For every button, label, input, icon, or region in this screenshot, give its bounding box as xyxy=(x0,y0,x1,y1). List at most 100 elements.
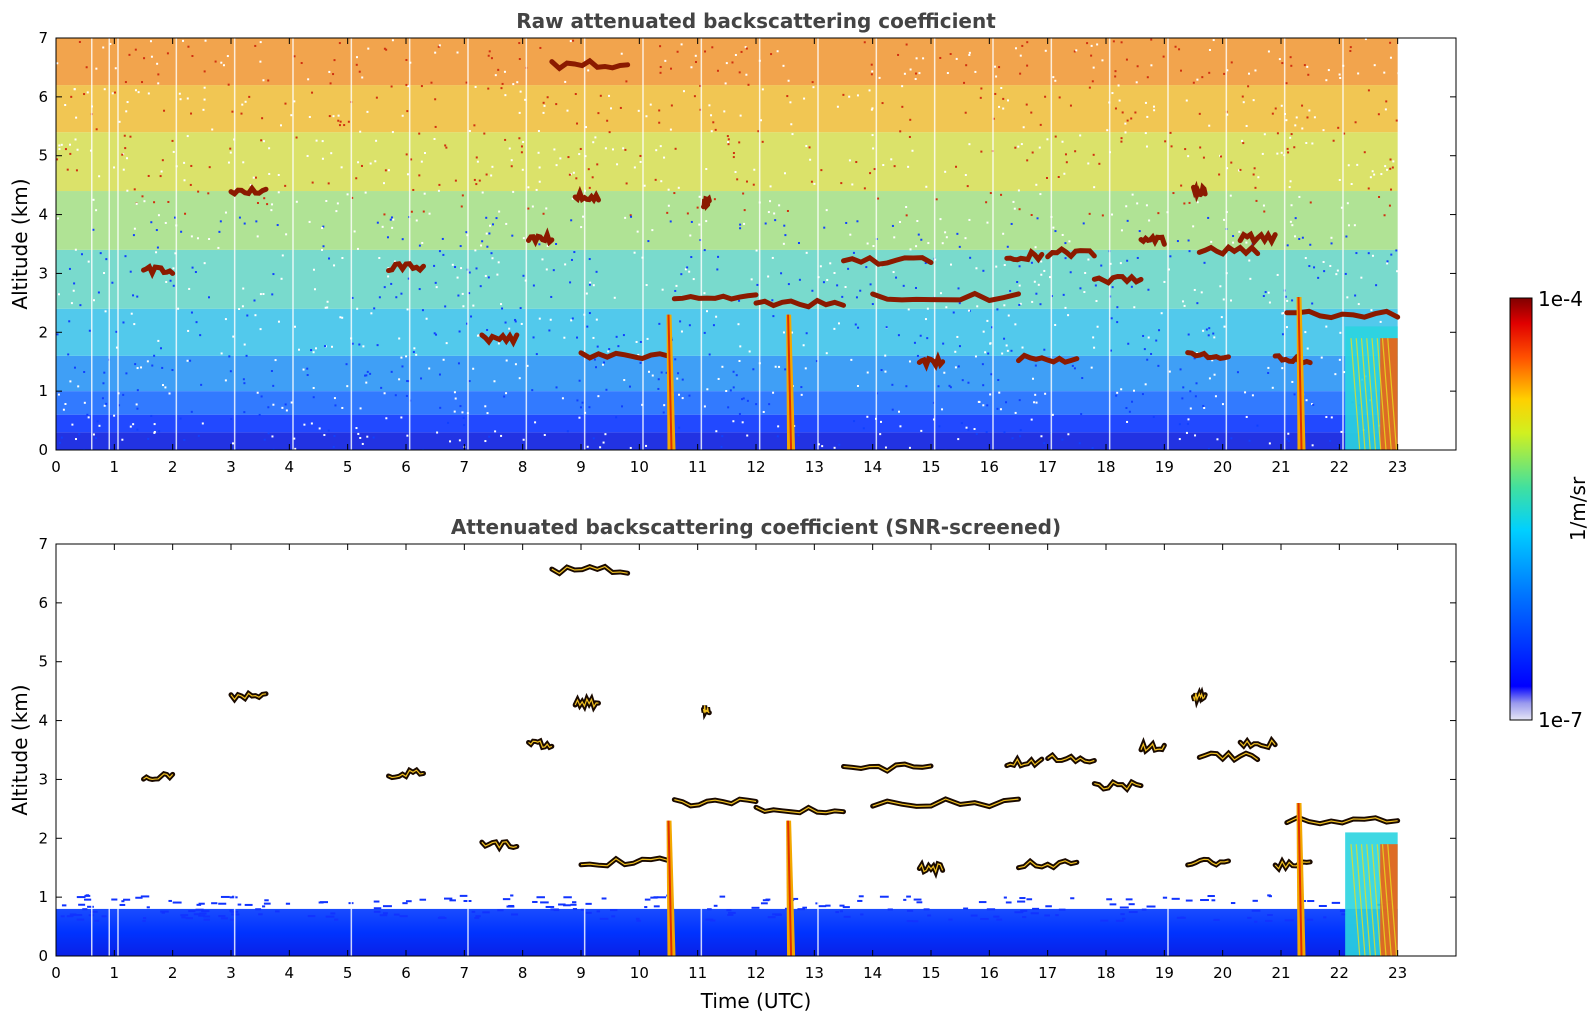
noise-speck xyxy=(406,173,409,176)
noise-speck xyxy=(810,180,813,183)
noise-speck xyxy=(312,386,315,389)
noise-speck xyxy=(926,337,929,340)
noise-speck xyxy=(1286,147,1289,150)
noise-speck xyxy=(1257,176,1260,179)
noise-speck xyxy=(825,352,828,355)
noise-speck xyxy=(1295,116,1298,119)
noise-speck xyxy=(651,374,654,377)
noise-speck xyxy=(693,95,696,98)
noise-speck xyxy=(956,232,959,235)
noise-speck xyxy=(136,389,139,392)
noise-speck xyxy=(229,151,232,154)
cloud-layer xyxy=(228,184,269,197)
noise-speck xyxy=(171,369,174,372)
noise-speck xyxy=(588,406,591,409)
noise-speck xyxy=(169,279,172,282)
noise-speck xyxy=(964,111,967,114)
noise-speck xyxy=(732,386,735,389)
noise-speck xyxy=(385,48,388,51)
x-tick-label: 18 xyxy=(1096,458,1115,476)
noise-speck xyxy=(545,268,548,271)
boundary-layer-speck xyxy=(263,902,271,905)
noise-speck xyxy=(430,81,433,84)
noise-speck xyxy=(526,364,529,367)
noise-speck xyxy=(183,438,186,441)
noise-speck xyxy=(325,199,328,202)
noise-speck xyxy=(738,141,741,144)
noise-speck xyxy=(662,411,665,414)
noise-speck xyxy=(1040,273,1043,276)
noise-speck xyxy=(745,47,748,50)
noise-speck xyxy=(833,271,836,274)
boundary-layer-speck xyxy=(797,908,806,911)
noise-speck xyxy=(851,183,854,186)
noise-speck xyxy=(968,51,971,54)
noise-speck xyxy=(949,386,952,389)
noise-speck xyxy=(588,283,591,286)
cloud-layer-edge xyxy=(1274,860,1311,870)
noise-speck xyxy=(841,295,844,298)
noise-speck xyxy=(667,204,670,207)
noise-speck xyxy=(1248,72,1251,75)
noise-speck xyxy=(982,404,985,407)
noise-speck xyxy=(1019,429,1022,432)
noise-speck xyxy=(1337,126,1340,129)
noise-speck xyxy=(545,207,548,210)
x-tick-label: 12 xyxy=(746,458,765,476)
raw-backscatter-panel: Raw attenuated backscattering coefficien… xyxy=(8,9,1457,476)
noise-speck xyxy=(285,409,288,412)
noise-speck xyxy=(243,411,246,414)
noise-speck xyxy=(667,188,670,191)
boundary-layer-speck xyxy=(1323,916,1327,919)
noise-speck xyxy=(743,222,746,225)
noise-speck xyxy=(578,416,581,419)
data-gap xyxy=(525,38,528,450)
x-tick-label: 0 xyxy=(51,458,61,476)
noise-speck xyxy=(731,61,734,64)
noise-speck xyxy=(485,173,488,176)
noise-speck xyxy=(1115,394,1118,397)
noise-speck xyxy=(229,147,232,150)
noise-speck xyxy=(1010,222,1013,225)
noise-speck xyxy=(153,430,156,433)
boundary-layer-speck xyxy=(644,898,651,901)
noise-speck xyxy=(955,57,958,60)
noise-speck xyxy=(378,256,381,259)
noise-speck xyxy=(580,226,583,229)
noise-speck xyxy=(413,347,416,350)
noise-speck xyxy=(306,154,309,157)
noise-speck xyxy=(329,82,332,85)
noise-speck xyxy=(603,361,606,364)
boundary-layer-speck xyxy=(508,904,515,907)
noise-speck xyxy=(855,161,858,164)
panel-title: Attenuated backscattering coefficient (S… xyxy=(451,515,1061,539)
noise-speck xyxy=(1116,391,1119,394)
noise-speck xyxy=(752,183,755,186)
noise-speck xyxy=(390,370,393,373)
noise-speck xyxy=(367,47,370,50)
boundary-layer-speck xyxy=(726,909,732,912)
noise-speck xyxy=(630,215,633,218)
noise-speck xyxy=(1082,222,1085,225)
cloud-layer xyxy=(1185,350,1231,361)
boundary-layer-speck xyxy=(123,898,131,901)
noise-speck xyxy=(1120,388,1123,391)
noise-speck xyxy=(313,288,316,291)
noise-speck xyxy=(332,73,335,76)
noise-speck xyxy=(406,434,409,437)
noise-speck xyxy=(390,216,393,219)
noise-speck xyxy=(392,218,395,221)
noise-speck xyxy=(1343,132,1346,135)
noise-speck xyxy=(434,281,437,284)
noise-speck xyxy=(591,176,594,179)
boundary-layer-speck xyxy=(1019,897,1026,900)
boundary-layer-speck xyxy=(760,902,768,905)
noise-speck xyxy=(1052,76,1055,79)
noise-speck xyxy=(891,408,894,411)
noise-speck xyxy=(596,163,599,166)
noise-speck xyxy=(1285,119,1288,122)
noise-speck xyxy=(387,275,390,278)
noise-speck xyxy=(641,403,644,406)
boundary-layer-speck xyxy=(198,914,206,917)
